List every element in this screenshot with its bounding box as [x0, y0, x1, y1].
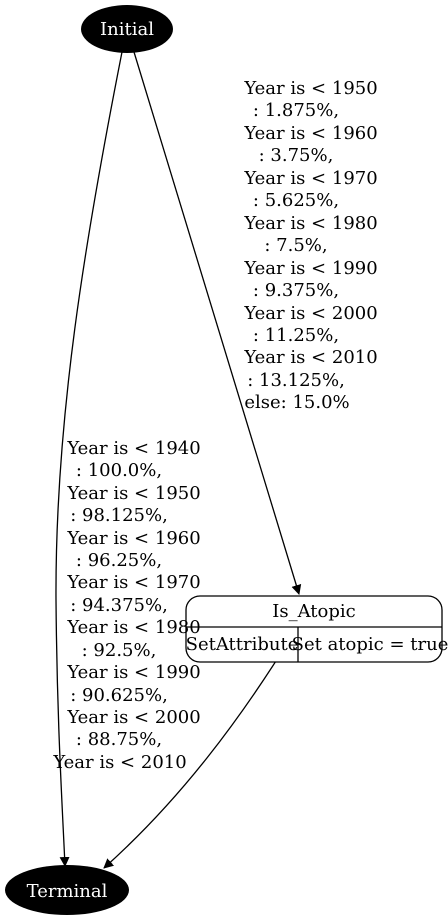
edge-label-line: Year is < 1970: [243, 168, 377, 189]
edge-label-line: Year is < 1990: [66, 662, 200, 683]
edge-label-line: : 13.125%,: [247, 370, 345, 391]
edge-label-line: : 94.375%,: [70, 595, 168, 616]
edge-label-line: Year is < 2010: [52, 752, 186, 773]
edge-label-line: Year is < 1980: [66, 617, 200, 638]
edge-label-line: Year is < 2010: [243, 347, 377, 368]
edge-label-line: : 1.875%,: [253, 100, 339, 121]
edge-label-line: Year is < 1960: [243, 123, 377, 144]
edge-label-line: Year is < 1970: [66, 572, 200, 593]
is-atopic-action-detail: Set atopic = true: [292, 634, 448, 655]
edge-label-line: : 7.5%,: [264, 235, 327, 256]
edge-label-line: Year is < 1960: [66, 528, 200, 549]
edge-label-line: : 96.25%,: [76, 550, 162, 571]
edge-label-line: Year is < 2000: [66, 707, 200, 728]
edge-label-line: : 5.625%,: [253, 190, 339, 211]
is-atopic-node[interactable]: Is_Atopic SetAttribute Set atopic = true: [185, 595, 448, 663]
edge-label-line: Year is < 1940: [66, 438, 200, 459]
edge-label-initial-to-is-atopic: Year is < 1950 : 1.875%, Year is < 1960 …: [243, 78, 377, 413]
is-atopic-action-type: SetAttribute: [186, 634, 299, 655]
edge-label-line: : 3.75%,: [259, 145, 334, 166]
terminal-node[interactable]: Terminal: [5, 865, 129, 915]
edge-label-line: : 100.0%,: [76, 460, 162, 481]
edge-label-line: : 98.125%,: [70, 505, 168, 526]
edge-label-line: : 88.75%,: [76, 729, 162, 750]
edge-label-line: : 9.375%,: [253, 280, 339, 301]
edge-label-initial-to-terminal: Year is < 1940 : 100.0%, Year is < 1950 …: [52, 438, 200, 773]
edge-label-line: Year is < 2000: [243, 303, 377, 324]
edge-label-line: : 92.5%,: [82, 640, 157, 661]
edge-label-line: else: 15.0%: [244, 392, 349, 413]
edge-label-line: Year is < 1950: [243, 78, 377, 99]
edge-label-line: : 11.25%,: [253, 325, 339, 346]
edge-label-line: Year is < 1990: [243, 258, 377, 279]
terminal-node-label: Terminal: [27, 881, 108, 902]
initial-node-label: Initial: [100, 19, 154, 40]
edge-is-atopic-to-terminal: [103, 633, 294, 869]
edge-label-line: Year is < 1950: [66, 483, 200, 504]
edge-label-line: : 90.625%,: [70, 685, 168, 706]
edge-label-line: Year is < 1980: [243, 213, 377, 234]
edge-initial-to-terminal: [55, 51, 123, 867]
is-atopic-title: Is_Atopic: [272, 601, 355, 622]
initial-node[interactable]: Initial: [81, 5, 173, 53]
edge-initial-to-is-atopic: [133, 51, 302, 595]
